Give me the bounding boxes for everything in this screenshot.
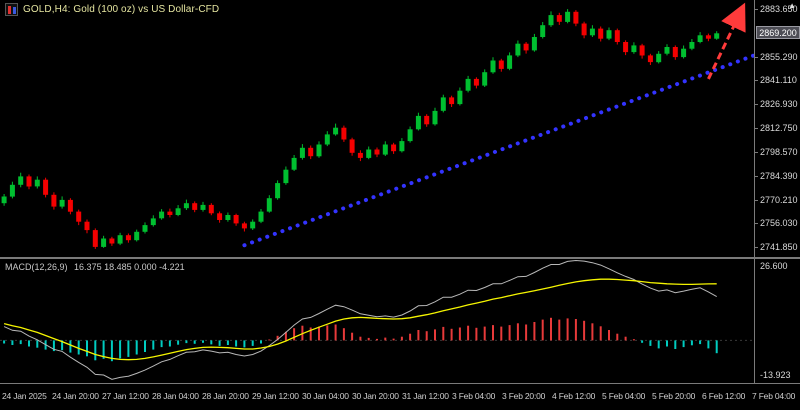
axis-tick xyxy=(755,151,758,153)
price-axis-label: 2826.930 xyxy=(760,99,798,110)
price-axis-label: 2741.850 xyxy=(760,242,798,253)
macd-name: MACD(12,26,9) xyxy=(5,262,68,272)
axis-tick xyxy=(755,199,758,201)
time-axis-label: 30 Jan 20:00 xyxy=(352,391,399,401)
time-axis-label: 7 Feb 04:00 xyxy=(752,391,796,401)
candlestick-plot[interactable] xyxy=(0,0,756,257)
panel-splitter[interactable] xyxy=(0,257,800,259)
axis-tick xyxy=(755,247,758,249)
time-axis-label: 3 Feb 20:00 xyxy=(502,391,546,401)
time-axis-label: 30 Jan 04:00 xyxy=(302,391,349,401)
axis-tick xyxy=(755,8,758,10)
price-axis[interactable]: 2869.200 2883.650 2855.290 2841.110 2826.93… xyxy=(754,0,800,383)
axis-tick xyxy=(755,175,758,177)
time-axis[interactable]: 24 Jan 2025 24 Jan 20:00 27 Jan 12:00 28 Ja… xyxy=(0,385,800,410)
chart-title: GOLD,H4: Gold (100 oz) vs US Dollar-CFD xyxy=(23,4,220,15)
axis-tick xyxy=(755,104,758,106)
time-axis-label: 6 Feb 12:00 xyxy=(702,391,746,401)
axis-tick xyxy=(755,56,758,58)
macd-plot[interactable] xyxy=(0,259,754,383)
time-axis-label: 28 Jan 20:00 xyxy=(202,391,249,401)
time-axis-label: 27 Jan 12:00 xyxy=(102,391,149,401)
axis-tick xyxy=(755,223,758,225)
macd-indicator-label: MACD(12,26,9) 16.375 18.485 0.000 -4.221 xyxy=(5,262,189,272)
chart-shift-marker-icon[interactable]: ▲ xyxy=(788,1,796,10)
time-axis-label: 4 Feb 12:00 xyxy=(552,391,596,401)
time-axis-label: 5 Feb 04:00 xyxy=(602,391,646,401)
axis-tick xyxy=(755,80,758,82)
macd-values: 16.375 18.485 0.000 -4.221 xyxy=(74,262,185,272)
time-axis-label: 28 Jan 04:00 xyxy=(152,391,199,401)
price-axis-label: 2812.750 xyxy=(760,123,798,134)
time-axis-label: 24 Jan 2025 xyxy=(2,391,47,401)
time-axis-label: 31 Jan 12:00 xyxy=(402,391,449,401)
macd-axis-label: 26.600 xyxy=(760,261,788,271)
time-axis-label: 3 Feb 04:00 xyxy=(452,391,496,401)
price-axis-label: 2841.110 xyxy=(760,75,797,86)
time-axis-label: 29 Jan 12:00 xyxy=(252,391,299,401)
price-axis-label: 2798.570 xyxy=(760,146,798,157)
axis-tick xyxy=(755,128,758,130)
price-axis-label: 2770.210 xyxy=(760,194,798,205)
price-axis-label: 2756.030 xyxy=(760,218,798,229)
price-axis-label: 2784.390 xyxy=(760,170,798,181)
axis-splitter xyxy=(0,383,800,384)
chart-header: GOLD,H4: Gold (100 oz) vs US Dollar-CFD xyxy=(5,3,219,16)
bid-price-tag: 2869.200 xyxy=(756,26,800,40)
macd-axis-label: -13.923 xyxy=(760,370,791,380)
time-axis-label: 24 Jan 20:00 xyxy=(52,391,99,401)
time-axis-label: 5 Feb 20:00 xyxy=(652,391,696,401)
price-axis-label: 2883.650 xyxy=(760,3,798,14)
candlestick-chart-icon xyxy=(5,3,18,16)
price-axis-label: 2855.290 xyxy=(760,51,798,62)
